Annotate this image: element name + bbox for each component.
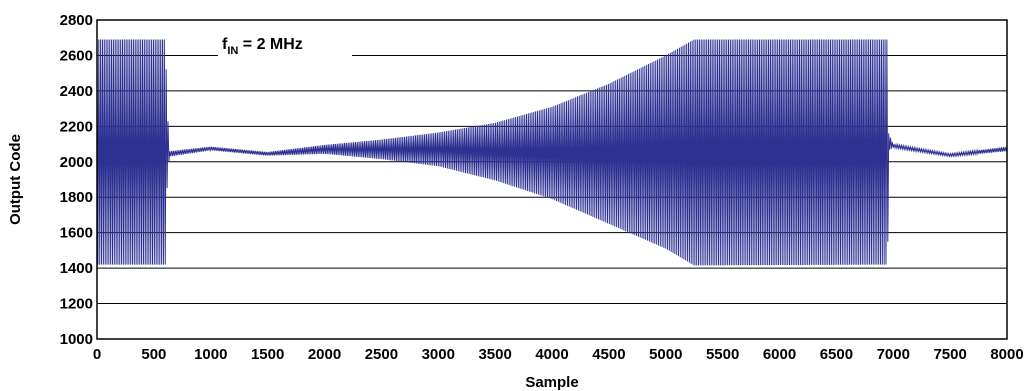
x-tick-labels: 0 500 1000 1500 2000 2500 3000 3500 4000 4500 5000… <box>93 346 1024 363</box>
x-tick-label: 1500 <box>251 346 284 363</box>
annotation-main: f <box>222 36 228 53</box>
series-line-0 <box>96 39 1008 266</box>
plot-frame <box>96 19 1008 340</box>
x-tick-label: 5000 <box>649 346 682 363</box>
x-tick-label: 4500 <box>592 346 625 363</box>
y-tick-labels: 1000 1200 1400 1600 1800 2000 2200 2400 2600 2800 <box>60 12 93 348</box>
x-tick-label: 5500 <box>706 346 739 363</box>
x-tick-label: 0 <box>93 346 101 363</box>
series-layer <box>96 39 1008 266</box>
y-tick-label: 1000 <box>60 331 93 348</box>
x-tick-label: 4000 <box>535 346 568 363</box>
x-tick-label: 8000 <box>990 346 1023 363</box>
x-tick-label: 1000 <box>194 346 227 363</box>
annotation-sub: IN <box>227 45 238 57</box>
x-tick-label: 500 <box>141 346 166 363</box>
x-tick-label: 3000 <box>422 346 455 363</box>
annotation-rest: = 2 MHz <box>238 36 302 53</box>
y-tick-label: 1600 <box>60 225 93 242</box>
annotation-fin: fIN = 2 MHz <box>222 36 303 57</box>
y-tick-label: 1800 <box>60 189 93 206</box>
x-tick-label: 7500 <box>933 346 966 363</box>
annotation-group: fIN = 2 MHz <box>218 21 352 59</box>
y-tick-label: 2200 <box>60 118 93 135</box>
x-tick-label: 2000 <box>308 346 341 363</box>
x-axis-label: Sample <box>525 374 578 391</box>
x-tick-label: 6500 <box>820 346 853 363</box>
x-tick-label: 6000 <box>763 346 796 363</box>
x-tick-label: 7000 <box>877 346 910 363</box>
y-tick-label: 2800 <box>60 12 93 29</box>
x-tick-label: 3500 <box>478 346 511 363</box>
y-tick-label: 2600 <box>60 47 93 64</box>
y-axis-label: Output Code <box>7 134 24 225</box>
y-tick-label: 2000 <box>60 154 93 171</box>
y-tick-label: 1200 <box>60 296 93 313</box>
x-tick-label: 2500 <box>365 346 398 363</box>
y-tick-label: 2400 <box>60 83 93 100</box>
annotation-background <box>218 21 352 59</box>
y-tick-label: 1400 <box>60 260 93 277</box>
